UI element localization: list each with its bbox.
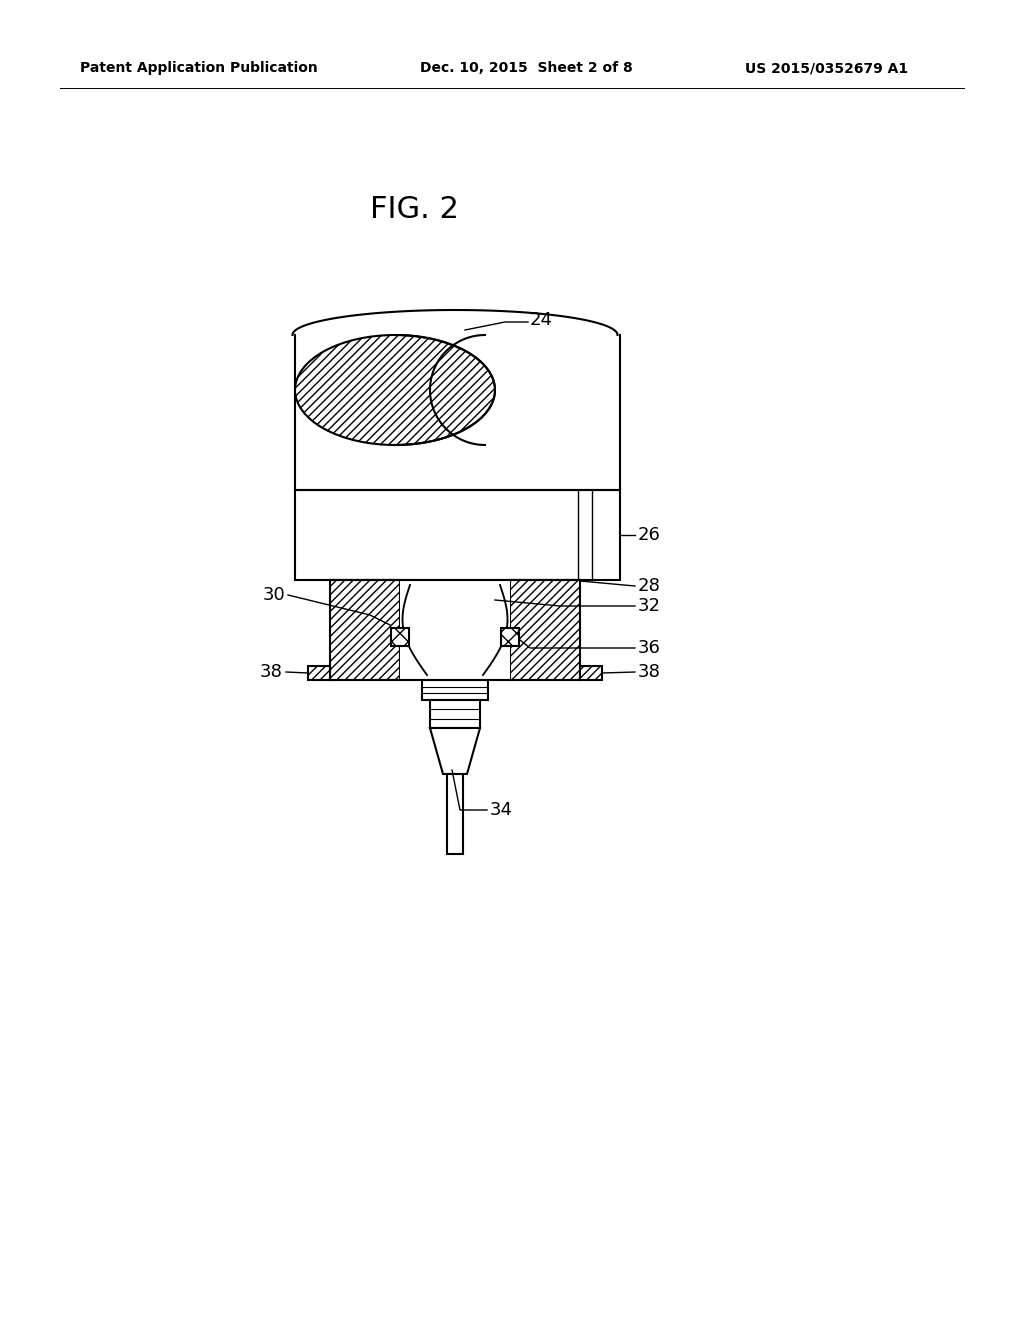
Polygon shape	[580, 667, 602, 680]
Text: Patent Application Publication: Patent Application Publication	[80, 61, 317, 75]
Text: 32: 32	[638, 597, 662, 615]
Polygon shape	[430, 729, 480, 774]
Polygon shape	[447, 774, 463, 854]
Text: 36: 36	[638, 639, 660, 657]
Polygon shape	[330, 579, 400, 680]
Text: 38: 38	[638, 663, 660, 681]
Polygon shape	[430, 700, 480, 729]
Text: US 2015/0352679 A1: US 2015/0352679 A1	[745, 61, 908, 75]
Text: 38: 38	[260, 663, 283, 681]
Polygon shape	[391, 628, 409, 645]
Polygon shape	[422, 680, 488, 700]
Polygon shape	[510, 579, 580, 680]
Text: 30: 30	[262, 586, 285, 605]
Polygon shape	[308, 667, 330, 680]
Text: 34: 34	[490, 801, 513, 818]
Polygon shape	[295, 490, 620, 579]
Text: 26: 26	[638, 525, 660, 544]
Polygon shape	[501, 628, 519, 645]
Polygon shape	[295, 335, 620, 490]
Text: 28: 28	[638, 577, 660, 595]
Polygon shape	[400, 579, 510, 680]
Text: 24: 24	[530, 312, 553, 329]
Polygon shape	[293, 310, 620, 335]
Text: FIG. 2: FIG. 2	[370, 195, 459, 224]
Text: Dec. 10, 2015  Sheet 2 of 8: Dec. 10, 2015 Sheet 2 of 8	[420, 61, 633, 75]
Ellipse shape	[295, 335, 495, 445]
